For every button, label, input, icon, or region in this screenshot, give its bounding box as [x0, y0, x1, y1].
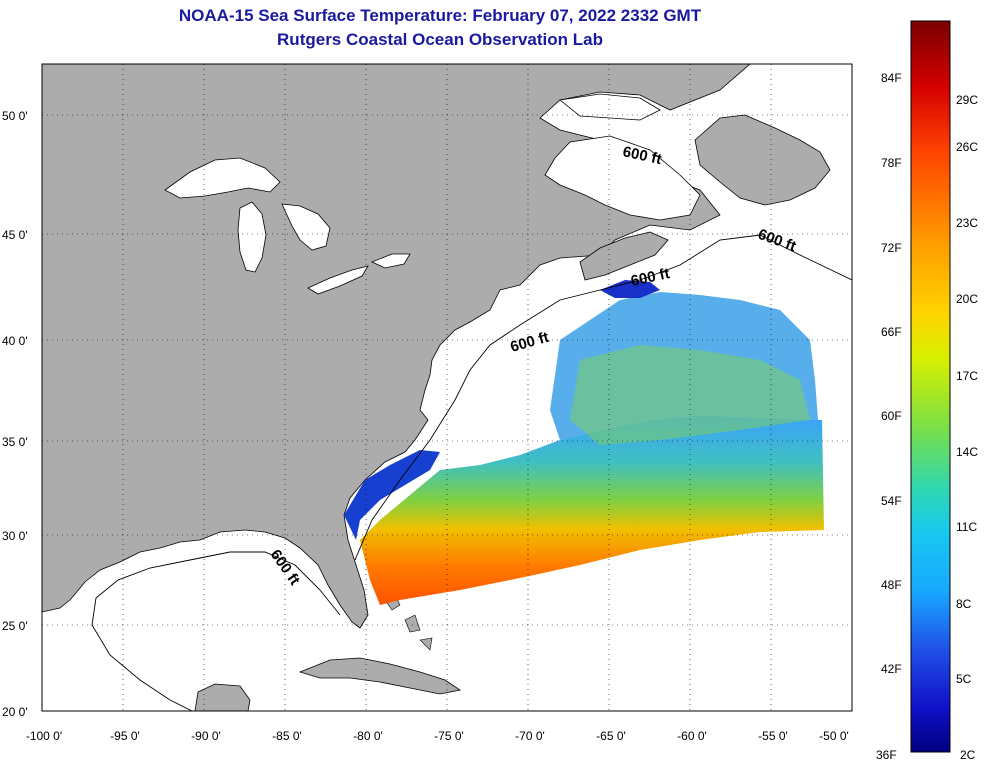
cb-c-2: 2C — [960, 748, 976, 762]
gulf-st-lawrence — [544, 135, 701, 221]
lake-ontario — [370, 253, 411, 269]
cb-c-11: 11C — [956, 520, 978, 534]
cb-f-54: 54F — [881, 494, 902, 508]
sst-coastal-cold — [344, 450, 440, 540]
northern-bay — [559, 93, 661, 121]
land-newfoundland — [694, 114, 831, 206]
lake-huron — [281, 203, 331, 251]
map-gridlines — [42, 64, 852, 711]
lat-tick-40: 40 0' — [2, 334, 28, 348]
map-subtitle: Rutgers Coastal Ocean Observation Lab — [277, 30, 603, 49]
cb-c-20: 20C — [956, 292, 979, 306]
cb-f-72: 72F — [881, 241, 902, 255]
cb-c-29: 29C — [956, 93, 979, 107]
map-title: NOAA-15 Sea Surface Temperature: Februar… — [178, 6, 702, 25]
lon-tick-60: -60 0' — [677, 729, 707, 743]
cb-f-48: 48F — [881, 578, 902, 592]
lon-tick-labels: -100 0' -95 0' -90 0' -85 0' -80 0' -75 … — [26, 729, 849, 743]
lon-tick-55: -55 0' — [758, 729, 788, 743]
sst-swath-south — [360, 415, 824, 605]
cb-c-17: 17C — [956, 369, 979, 383]
lat-tick-labels: 50 0' 45 0' 40 0' 35 0' 30 0' 25 0' 20 0… — [2, 109, 28, 719]
lat-tick-50: 50 0' — [2, 109, 28, 123]
land-nova-scotia — [579, 231, 669, 281]
cb-f-84: 84F — [881, 71, 902, 85]
lon-tick-75: -75 0' — [434, 729, 464, 743]
land-bahamas — [384, 594, 433, 651]
lon-tick-100: -100 0' — [26, 729, 62, 743]
cb-c-5: 5C — [956, 672, 972, 686]
sst-cold-patch — [600, 280, 660, 298]
lon-tick-50: -50 0' — [819, 729, 849, 743]
cb-f-36: 36F — [876, 748, 897, 762]
lon-tick-90: -90 0' — [191, 729, 221, 743]
colorbar — [910, 20, 951, 753]
depth-contour-600ft — [354, 234, 852, 561]
lon-tick-85: -85 0' — [272, 729, 302, 743]
lat-tick-30: 30 0' — [2, 529, 28, 543]
cb-f-42: 42F — [881, 662, 902, 676]
cb-c-26: 26C — [956, 140, 979, 154]
gulf-contour-600ft — [91, 551, 341, 711]
cb-c-8: 8C — [956, 597, 972, 611]
lake-superior — [164, 157, 281, 199]
lat-tick-20: 20 0' — [2, 705, 28, 719]
map-frame — [41, 63, 853, 712]
lon-tick-95: -95 0' — [110, 729, 140, 743]
lat-tick-25: 25 0' — [2, 619, 28, 633]
cb-f-66: 66F — [881, 325, 902, 339]
lon-tick-70: -70 0' — [515, 729, 545, 743]
cb-c-14: 14C — [956, 445, 979, 459]
cb-c-23: 23C — [956, 216, 979, 230]
lon-tick-80: -80 0' — [353, 729, 383, 743]
lat-tick-35: 35 0' — [2, 435, 28, 449]
sst-swath-mid — [570, 345, 810, 445]
land-cuba — [298, 657, 462, 695]
lat-tick-45: 45 0' — [2, 228, 28, 242]
lon-tick-65: -65 0' — [596, 729, 626, 743]
cb-f-78: 78F — [881, 156, 902, 170]
lake-michigan — [237, 201, 267, 273]
cb-f-60: 60F — [881, 409, 902, 423]
land-yucatan — [194, 683, 251, 711]
lake-erie — [307, 265, 369, 295]
